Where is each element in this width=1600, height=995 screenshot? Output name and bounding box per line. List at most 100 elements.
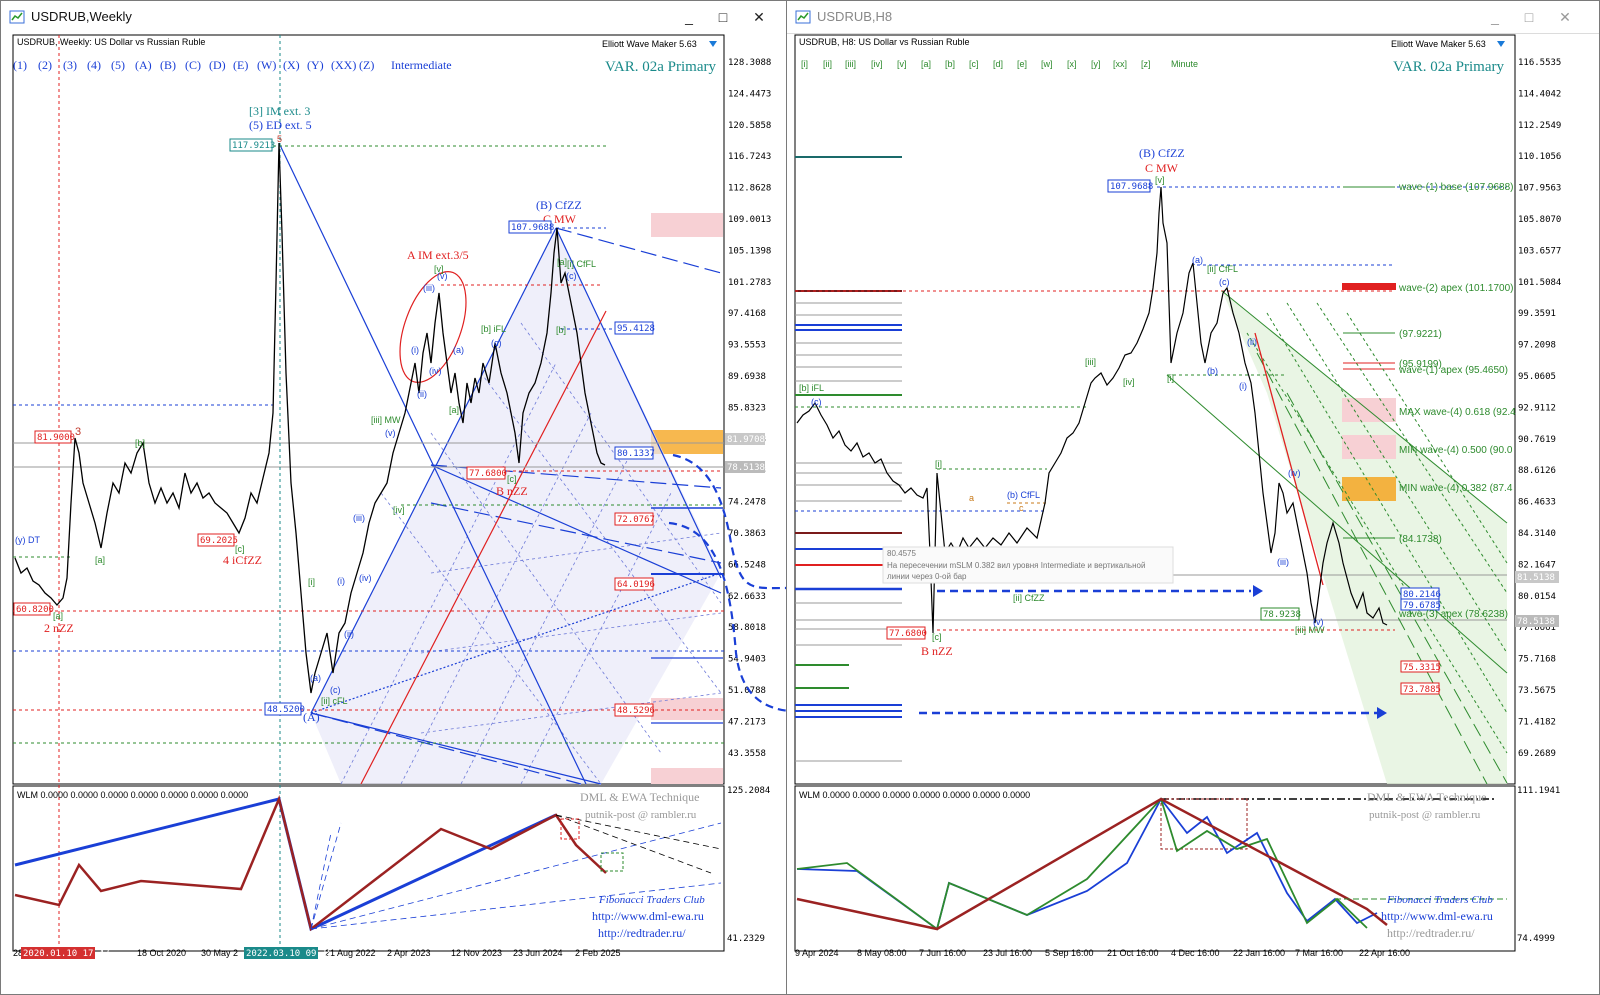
h8-time-axis-tick: 7 Jun 16:00 (919, 948, 966, 958)
link-dml-ewa[interactable]: http://www.dml-ewa.ru (592, 909, 704, 923)
h8-wlm-green (796, 797, 1368, 931)
h8-wave-button-10[interactable]: [w] (1041, 59, 1053, 69)
maximize-button-h8[interactable]: □ (1524, 9, 1534, 25)
h8-wave-button-5[interactable]: [a] (921, 59, 931, 69)
svg-text:[b]: [b] (135, 438, 145, 448)
max-wave4-zone (1342, 398, 1396, 422)
wave-button-10[interactable]: (W) (257, 58, 276, 72)
level-label: (84.1738) (1399, 534, 1442, 545)
close-button-h8[interactable]: ✕ (1559, 9, 1571, 25)
svg-text:81.9708: 81.9708 (727, 435, 765, 445)
window-titlebar-h8[interactable]: USDRUB,H8 _ □ ✕ (787, 1, 1599, 34)
h8-wave-button-8[interactable]: [d] (993, 59, 1003, 69)
plugin-icon[interactable] (709, 41, 717, 47)
h8-wave-button-4[interactable]: [v] (897, 59, 907, 69)
wave-button-5[interactable]: (A) (135, 58, 152, 72)
h8-price-axis-tick: 92.9112 (1518, 403, 1556, 413)
link-redtrader[interactable]: http://redtrader.ru/ (598, 926, 686, 940)
h8-chart-window[interactable]: USDRUB,H8 _ □ ✕ (786, 0, 1600, 995)
svg-text:(a): (a) (453, 345, 464, 355)
time-axis-tick: 23 Jun 2024 (513, 948, 563, 958)
support-zone (651, 430, 723, 454)
chart-window-icon (9, 10, 25, 24)
h8-wave-button-12[interactable]: [y] (1091, 59, 1101, 69)
h8-wave-button-2[interactable]: [iii] (845, 59, 856, 69)
level-label: (97.9221) (1399, 329, 1442, 340)
wave-button-3[interactable]: (4) (87, 58, 101, 72)
h8-price-tag-78: 78.9238 (1263, 610, 1301, 620)
price-axis-tick: 62.6633 (728, 592, 766, 602)
wave-button-11[interactable]: (X) (283, 58, 300, 72)
h8-wave-button-0[interactable]: [i] (801, 59, 808, 69)
weekly-chart-area[interactable]: (y) DT (iii) (iv) (a) (c) (i) (ii) (iii)… (1, 33, 789, 995)
h8-price-axis-tick: 112.2549 (1518, 121, 1561, 131)
maximize-button[interactable]: □ (718, 9, 728, 25)
h8-chart-area[interactable]: (B) CfZZ C MW B nZZ [b] iFL (b) CfFL [ii… (787, 33, 1599, 995)
wave-button-9[interactable]: (E) (233, 58, 248, 72)
degree-label[interactable]: Intermediate (391, 58, 452, 72)
target-zone (651, 698, 723, 720)
h8-time-axis-tick: 5 Sep 16:00 (1045, 948, 1094, 958)
wave-label-4-icfzz: 4 iCfZZ (223, 553, 262, 567)
wave-button-8[interactable]: (D) (209, 58, 226, 72)
wave-label-5-ed: (5) ED ext. 5 (249, 118, 312, 132)
close-button[interactable]: ✕ (753, 9, 765, 25)
wave-label-2-nzz: 2 nZZ (44, 621, 74, 635)
h8-indicator-name: WLM 0.0000 0.0000 0.0000 0.0000 0.0000 0… (799, 790, 1030, 800)
h8-price-series (796, 186, 1388, 634)
h8-link-redtrader[interactable]: http://redtrader.ru/ (1387, 926, 1475, 940)
h8-time-axis-tick: 4 Dec 16:00 (1171, 948, 1220, 958)
h8-time-axis-tick: 7 Mar 16:00 (1295, 948, 1343, 958)
weekly-chart-svg[interactable]: (y) DT (iii) (iv) (a) (c) (i) (ii) (iii)… (1, 33, 789, 995)
wave-label-ii-cfl: [ii] cFL (321, 696, 348, 706)
h8-wave-button-13[interactable]: [xx] (1113, 59, 1127, 69)
weekly-chart-window[interactable]: USDRUB,Weekly _ □ ✕ (0, 0, 790, 995)
wave-button-1[interactable]: (2) (38, 58, 52, 72)
svg-text:(y) DT: (y) DT (15, 535, 40, 545)
h8-time-axis-tick: 9 Apr 2024 (795, 948, 839, 958)
h8-wave-button-3[interactable]: [iv] (871, 59, 883, 69)
minimize-button-h8[interactable]: _ (1491, 9, 1499, 25)
h8-wave-button-11[interactable]: [x] (1067, 59, 1077, 69)
h8-price-tag-73: 73.7885 (1403, 685, 1441, 695)
h8-plugin-icon[interactable] (1497, 41, 1505, 47)
wave-label-a-im: A IM ext.3/5 (407, 248, 469, 262)
h8-wave-button-6[interactable]: [b] (945, 59, 955, 69)
h8-wave-button-7[interactable]: [c] (969, 59, 979, 69)
h8-time-axis-tick: 22 Jan 16:00 (1233, 948, 1285, 958)
wave-button-0[interactable]: (1) (13, 58, 27, 72)
svg-text:5: 5 (277, 134, 282, 144)
wave-button-2[interactable]: (3) (63, 58, 77, 72)
h8-wave-label-ii-cfzz: [ii] CfZZ (1013, 593, 1045, 603)
svg-text:(iv): (iv) (429, 366, 442, 376)
wave-button-13[interactable]: (XX) (331, 58, 356, 72)
h8-link-dml-ewa[interactable]: http://www.dml-ewa.ru (1381, 909, 1493, 923)
minimize-button[interactable]: _ (685, 9, 693, 25)
price-axis-tick: 58.8018 (728, 623, 766, 633)
level-label: MAX wave-(4) 0.618 (92.4 (1399, 407, 1516, 418)
h8-degree-label[interactable]: Minute (1171, 59, 1198, 69)
price-axis-tick: 51.0788 (728, 686, 766, 696)
h8-chart-svg[interactable]: (B) CfZZ C MW B nZZ [b] iFL (b) CfFL [ii… (787, 33, 1599, 995)
current-price-tag: 78.5138 (727, 463, 765, 473)
wave-button-7[interactable]: (C) (185, 58, 201, 72)
wave-label-A: (A) (303, 710, 320, 724)
window-titlebar[interactable]: USDRUB,Weekly _ □ ✕ (1, 1, 789, 34)
h8-wave-button-1[interactable]: [ii] (823, 59, 832, 69)
price-axis-tick: 109.0013 (728, 215, 771, 225)
svg-text:(c): (c) (330, 685, 341, 695)
wave-button-4[interactable]: (5) (111, 58, 125, 72)
svg-text:(v): (v) (1313, 617, 1324, 627)
h8-price-tag-80: 80.2146 (1403, 590, 1441, 600)
time-marker-label-2: 2022.03.10 09:15 (246, 949, 333, 959)
wave-button-12[interactable]: (Y) (307, 58, 324, 72)
h8-wave-button-14[interactable]: [z] (1141, 59, 1151, 69)
brand-dml: DML & EWA Technique (580, 790, 699, 804)
h8-chart-header: USDRUB, H8: US Dollar vs Russian Ruble (799, 37, 970, 47)
window-title: USDRUB,Weekly (31, 9, 132, 24)
wave-button-14[interactable]: (Z) (359, 58, 374, 72)
level-label: wave-(1) apex (95.4650) (1398, 365, 1508, 376)
h8-wave-button-9[interactable]: [e] (1017, 59, 1027, 69)
h8-price-axis-tick: 103.6577 (1518, 246, 1561, 256)
wave-button-6[interactable]: (B) (160, 58, 176, 72)
